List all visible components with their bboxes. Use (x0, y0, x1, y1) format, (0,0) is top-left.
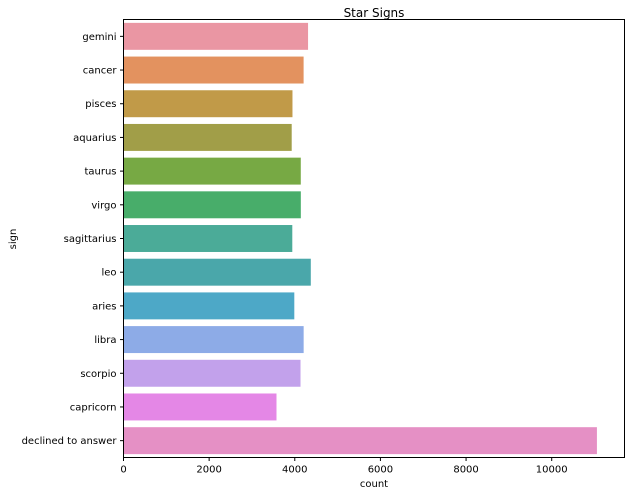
bar-declined-to-answer (123, 427, 597, 455)
y-tick-label: sagittarius (64, 234, 117, 245)
bar-libra (123, 326, 304, 354)
x-tick-label: 4000 (282, 465, 307, 476)
y-tick-label: cancer (83, 66, 118, 77)
y-tick-label: declined to answer (22, 436, 118, 447)
x-axis-label: count (360, 479, 388, 490)
bar-gemini (123, 22, 309, 50)
bar-virgo (123, 191, 301, 219)
bar-leo (123, 258, 311, 286)
x-tick-label: 0 (120, 465, 126, 476)
x-tick-label: 8000 (453, 465, 478, 476)
bar-taurus (123, 157, 301, 185)
bar-pisces (123, 90, 293, 118)
y-tick-label: virgo (91, 200, 116, 211)
y-tick-label: pisces (85, 99, 116, 110)
x-tick-label: 2000 (196, 465, 221, 476)
y-axis-label: sign (8, 229, 19, 250)
y-tick-label: leo (101, 268, 116, 279)
bar-sagittarius (123, 225, 293, 252)
bar-aquarius (123, 123, 292, 151)
bar-cancer (123, 56, 304, 84)
y-tick-label: taurus (84, 167, 116, 178)
y-tick-label: libra (94, 335, 116, 346)
plot-frame (123, 19, 625, 458)
y-tick-label: scorpio (80, 369, 116, 380)
bar-capricorn (123, 393, 277, 421)
chart-title: Star Signs (344, 6, 405, 20)
y-tick-label: capricorn (70, 402, 117, 413)
y-tick-label: aquarius (73, 133, 116, 144)
y-tick-label: gemini (82, 32, 116, 43)
bar-scorpio (123, 359, 301, 387)
y-tick-labels: gemini cancer pisces aquarius taurus virgo sag… (22, 32, 124, 447)
bars-group (123, 22, 597, 455)
bar-aries (123, 292, 295, 320)
y-tick-label: aries (92, 301, 116, 312)
x-tick-label: 10000 (536, 465, 568, 476)
x-tick-label: 6000 (368, 465, 393, 476)
x-tick-labels: 0 2000 4000 6000 8000 10000 (120, 457, 568, 476)
